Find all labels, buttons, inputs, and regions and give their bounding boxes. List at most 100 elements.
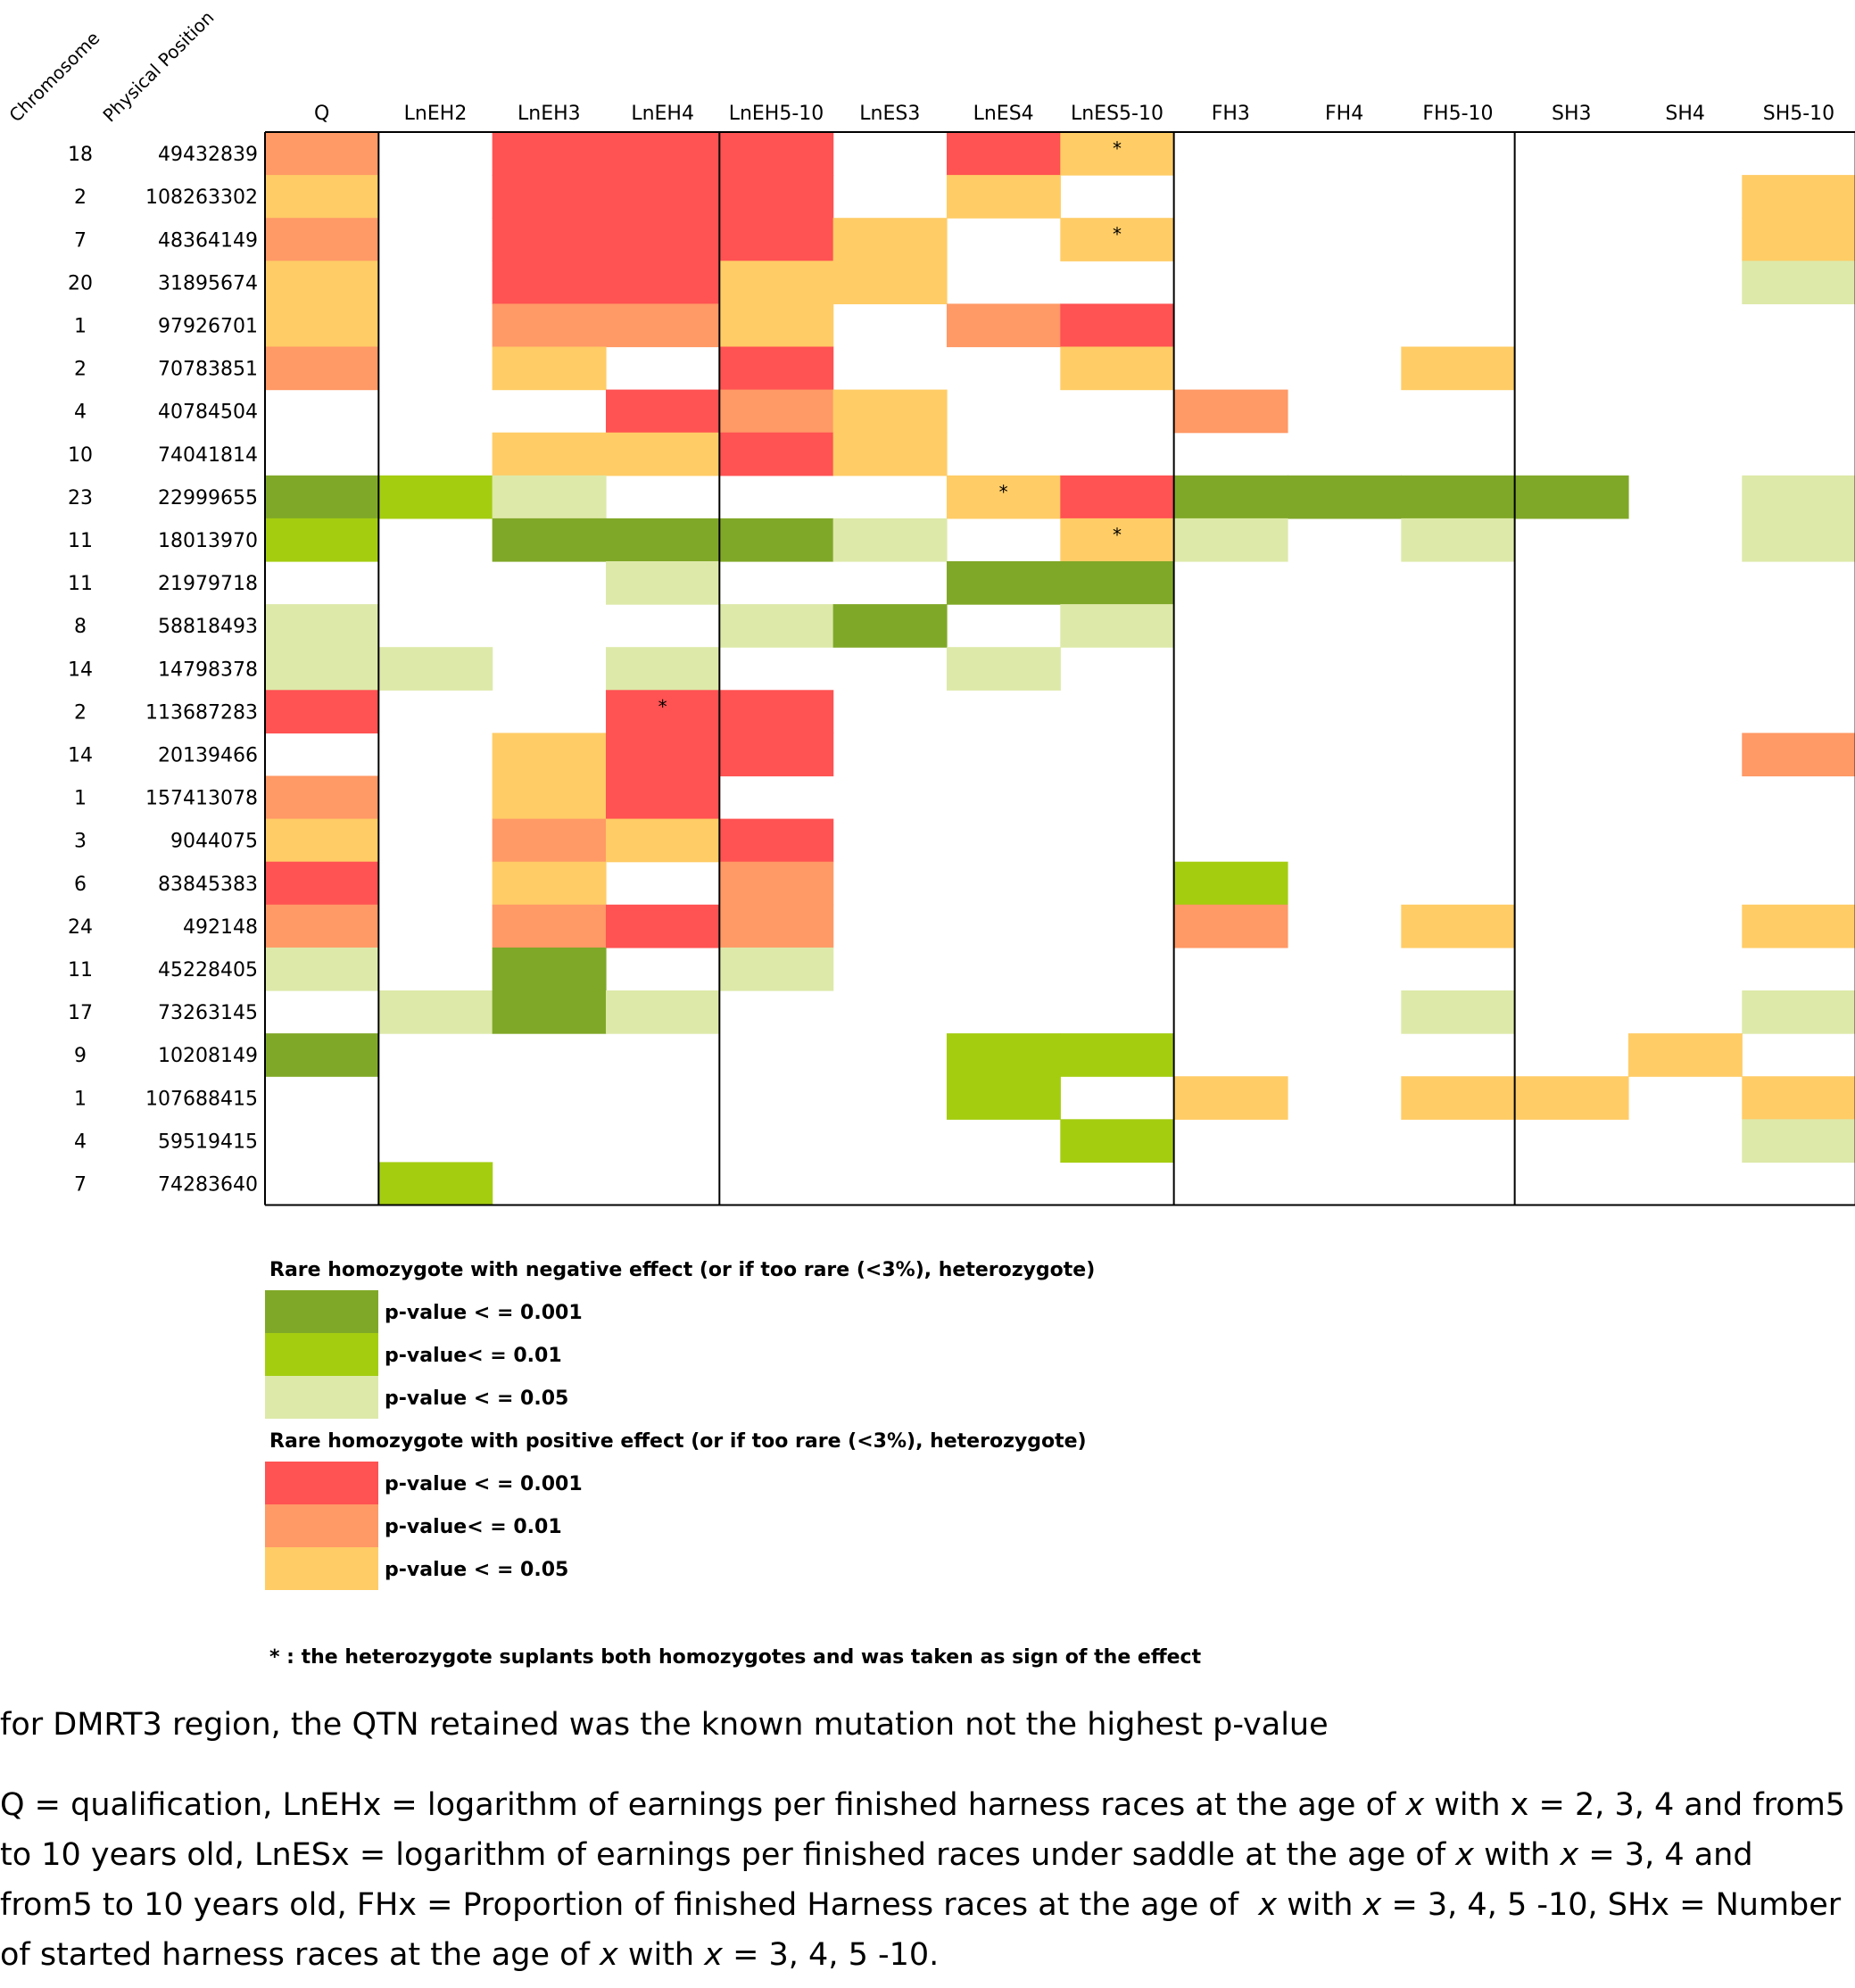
column-header: LnEH4 (631, 103, 694, 125)
heatmap-cell (946, 561, 1061, 605)
row-header-position: Physical Position (98, 6, 218, 126)
cell-star: * (1113, 524, 1122, 545)
dmrt3-note: for DMRT3 region, the QTN retained was t… (0, 1707, 1329, 1743)
legend-swatch (265, 1462, 378, 1504)
column-header: SH3 (1552, 103, 1592, 125)
heatmap-cell (1173, 389, 1288, 434)
heatmap-cell (265, 604, 379, 648)
row-position: 492148 (183, 916, 258, 939)
column-header: LnES5-10 (1071, 103, 1164, 125)
heatmap-cell (719, 818, 834, 863)
column-header: LnEH2 (404, 103, 468, 125)
row-position: 45228405 (158, 959, 258, 982)
cell-star: * (999, 481, 1008, 502)
heatmap-cell (1742, 990, 1855, 1034)
row-position: 97926701 (158, 315, 258, 337)
heatmap-cell (605, 261, 720, 304)
legend-label: p-value < = 0.05 (385, 1559, 568, 1581)
row-chromosome: 8 (74, 616, 87, 638)
heatmap-cell (946, 303, 1061, 348)
row-position: 74041814 (158, 444, 258, 467)
heatmap-cell (1060, 1033, 1175, 1077)
heatmap-cell (605, 132, 720, 176)
heatmap-cell (605, 303, 720, 348)
heatmap-cell (605, 733, 720, 777)
abbreviations-note: Q = qualification, LnEHx = logarithm of … (0, 1780, 1855, 1980)
heatmap-cell (265, 261, 379, 304)
heatmap-cell (1060, 475, 1175, 519)
row-chromosome: 2 (74, 186, 87, 209)
row-chromosome: 2 (74, 701, 87, 724)
heatmap-cell (719, 947, 834, 991)
heatmap-cell (946, 175, 1061, 219)
heatmap-cell (265, 475, 379, 519)
heatmap-cell (1742, 733, 1855, 777)
heatmap-cell (719, 861, 834, 906)
row-position: 22999655 (158, 487, 258, 509)
heatmap-cell (719, 389, 834, 434)
heatmap-cell (265, 132, 379, 176)
heatmap-cell (832, 261, 948, 304)
heatmap-cell (492, 861, 607, 906)
abbrev-text: = 3, 4 and from5 to 10 years old, FHx = … (0, 1837, 1753, 1923)
heatmap-cell (832, 604, 948, 648)
heatmap-cell (605, 690, 720, 733)
row-chromosome: 11 (68, 959, 93, 982)
heatmap-cell (832, 432, 948, 476)
row-position: 58818493 (158, 616, 258, 638)
heatmap-cell (378, 1162, 493, 1206)
abbrev-text: = 3, 4, 5 -10. (722, 1937, 940, 1973)
heatmap-cell (492, 346, 607, 391)
row-position: 14798378 (158, 659, 258, 681)
row-chromosome: 4 (74, 402, 87, 424)
heatmap-cell (265, 775, 379, 820)
heatmap-cell (946, 132, 1061, 176)
column-header: SH4 (1665, 103, 1705, 125)
heatmap-cell (719, 604, 834, 648)
heatmap-cell (1742, 1119, 1855, 1163)
heatmap-cell (1287, 475, 1402, 519)
heatmap-cell (719, 261, 834, 304)
heatmap-cell (265, 861, 379, 906)
row-position: 9044075 (170, 831, 258, 853)
abbrev-var: x (1560, 1837, 1579, 1873)
row-position: 10208149 (158, 1045, 258, 1067)
cell-star: * (658, 696, 667, 717)
row-chromosome: 18 (68, 144, 93, 166)
row-chromosome: 23 (68, 487, 93, 509)
row-chromosome: 7 (74, 1173, 87, 1196)
heatmap-cell (1742, 475, 1855, 519)
heatmap-cell (492, 475, 607, 519)
row-position: 31895674 (158, 272, 258, 294)
abbrev-var: x (1405, 1787, 1425, 1823)
heatmap-cell (1742, 518, 1855, 562)
heatmap-cell (1627, 1033, 1743, 1077)
row-header-chromosome: Chromosome (4, 28, 104, 127)
heatmap-cell (492, 990, 607, 1034)
heatmap-cell (832, 389, 948, 434)
column-header: SH5-10 (1763, 103, 1834, 125)
cell-star: * (1113, 224, 1122, 245)
heatmap-cell (605, 432, 720, 476)
heatmap-cell (265, 647, 379, 691)
abbrev-var: x (1455, 1837, 1474, 1873)
legend-label: p-value< = 0.01 (385, 1516, 562, 1538)
heatmap-cell (1401, 990, 1516, 1034)
heatmap-cell (1742, 175, 1855, 219)
heatmap-cell (492, 132, 607, 176)
heatmap-cell (946, 1033, 1061, 1077)
heatmap-cell (265, 690, 379, 733)
row-position: 59519415 (158, 1131, 258, 1153)
column-header: FH5-10 (1422, 103, 1493, 125)
heatmap-cell (1060, 218, 1175, 261)
heatmap-cell (605, 990, 720, 1034)
heatmap-cell (265, 947, 379, 991)
column-header: LnES3 (859, 103, 920, 125)
heatmap-cell (1060, 518, 1175, 562)
heatmap-cell (492, 775, 607, 820)
heatmap-cell (1742, 904, 1855, 948)
heatmap-cell (1173, 904, 1288, 948)
heatmap-cell (1401, 346, 1516, 391)
row-chromosome: 11 (68, 530, 93, 552)
heatmap-cell (946, 647, 1061, 691)
